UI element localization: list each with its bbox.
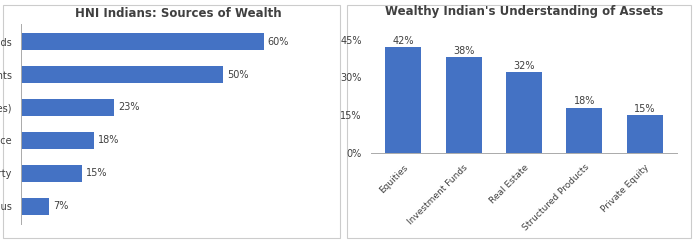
Bar	[21, 198, 49, 215]
Bar	[566, 108, 602, 153]
Text: 32%: 32%	[514, 61, 534, 71]
Bar	[385, 47, 421, 153]
Bar	[21, 132, 94, 149]
Text: 23%: 23%	[118, 103, 139, 113]
Text: 42%: 42%	[393, 36, 414, 46]
Text: 15%: 15%	[85, 168, 107, 178]
Bar	[446, 57, 482, 153]
Title: Wealthy Indian's Understanding of Assets: Wealthy Indian's Understanding of Assets	[385, 5, 663, 18]
Text: 38%: 38%	[453, 46, 474, 56]
Bar	[506, 72, 542, 153]
Bar	[627, 115, 663, 153]
Text: 50%: 50%	[227, 69, 248, 79]
Title: HNI Indians: Sources of Wealth: HNI Indians: Sources of Wealth	[76, 7, 282, 20]
Text: 60%: 60%	[268, 37, 289, 47]
Bar	[21, 99, 114, 116]
Text: 15%: 15%	[634, 104, 655, 114]
Text: 18%: 18%	[98, 135, 119, 145]
Text: 18%: 18%	[574, 96, 595, 106]
Bar	[21, 66, 223, 83]
Text: 7%: 7%	[53, 201, 69, 211]
Bar	[21, 33, 264, 50]
Bar	[21, 165, 81, 182]
